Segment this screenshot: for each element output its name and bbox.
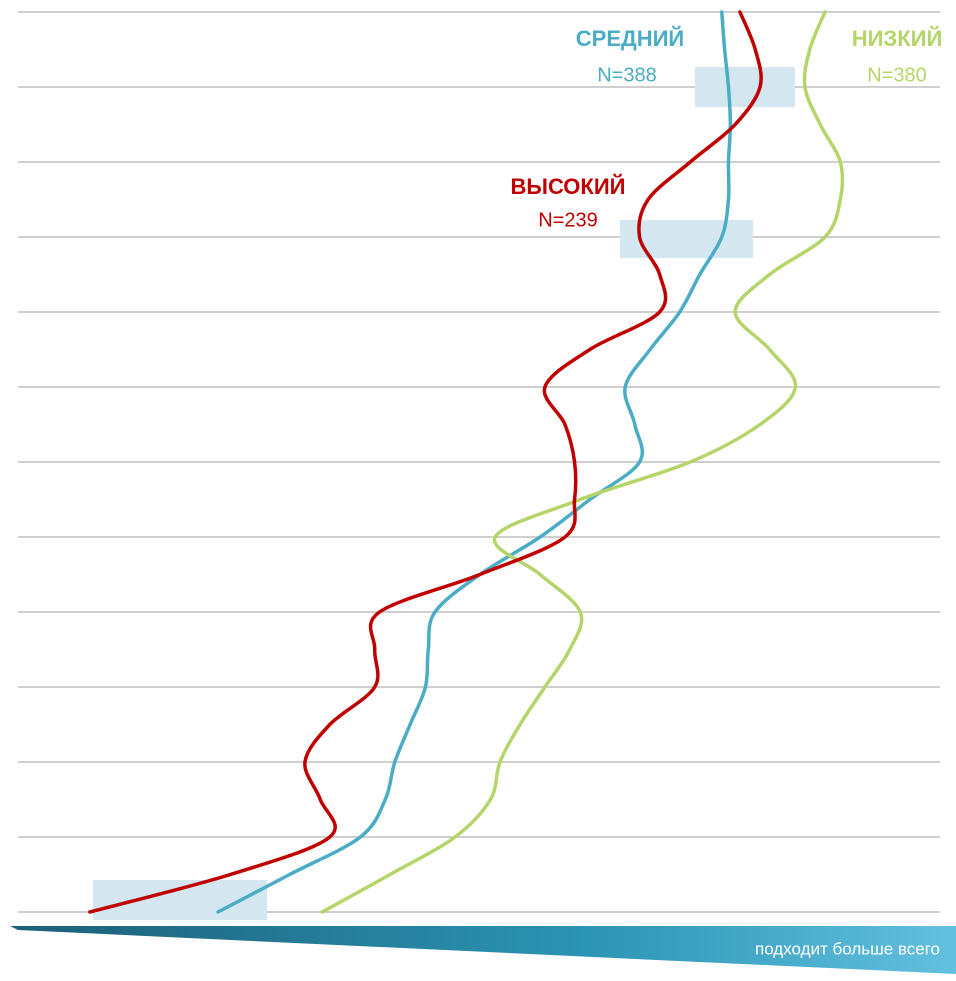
highlight-box xyxy=(695,67,795,107)
axis-label: подходит больше всего xyxy=(755,939,940,958)
highlight-box xyxy=(620,220,753,258)
grid xyxy=(18,11,940,913)
axis-wedge xyxy=(10,926,956,974)
series-label: НИЗКИЙ xyxy=(852,26,943,51)
series-n: N=380 xyxy=(867,64,927,86)
series-n: N=388 xyxy=(597,64,657,86)
series-line xyxy=(88,10,763,914)
series-n: N=239 xyxy=(538,209,598,231)
series-line xyxy=(216,10,733,914)
series-line xyxy=(320,10,845,914)
lines xyxy=(88,10,845,914)
series-label: ВЫСОКИЙ xyxy=(511,174,626,199)
series-label: СРЕДНИЙ xyxy=(576,26,684,51)
